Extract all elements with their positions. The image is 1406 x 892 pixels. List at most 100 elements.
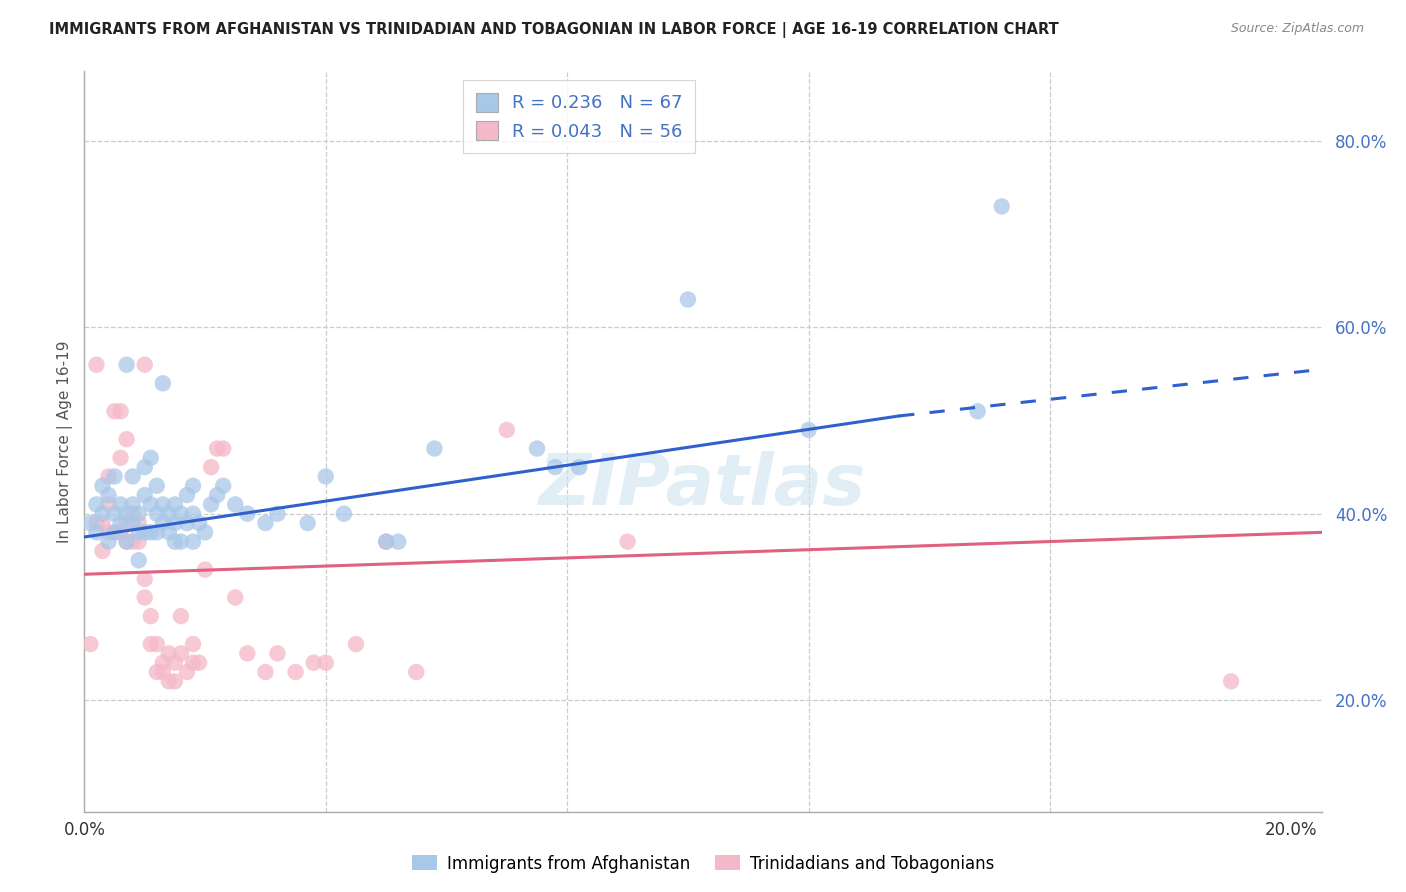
Point [110, 497, 132, 511]
Point [284, 665, 307, 679]
Point [139, 450, 162, 465]
Point [254, 665, 277, 679]
Point [146, 507, 169, 521]
Point [97, 534, 120, 549]
Point [146, 665, 169, 679]
Point [121, 516, 143, 530]
Point [157, 525, 180, 540]
Point [315, 656, 337, 670]
Point [170, 507, 193, 521]
Legend: R = 0.236   N = 67, R = 0.043   N = 56: R = 0.236 N = 67, R = 0.043 N = 56 [464, 80, 695, 153]
Point [128, 534, 150, 549]
Point [134, 591, 156, 605]
Point [115, 516, 138, 530]
Point [97, 469, 120, 483]
Point [152, 497, 174, 511]
Point [254, 516, 277, 530]
Point [200, 460, 222, 475]
Point [176, 665, 198, 679]
Point [91, 479, 114, 493]
Point [121, 469, 143, 483]
Point [200, 497, 222, 511]
Point [146, 525, 169, 540]
Point [344, 637, 367, 651]
Point [526, 442, 548, 456]
Point [170, 647, 193, 661]
Point [205, 488, 228, 502]
Point [194, 525, 217, 540]
Point [103, 404, 125, 418]
Text: ZIPatlas: ZIPatlas [540, 451, 866, 520]
Point [110, 450, 132, 465]
Point [266, 507, 288, 521]
Point [134, 460, 156, 475]
Point [181, 656, 204, 670]
Point [139, 525, 162, 540]
Point [110, 516, 132, 530]
Point [152, 516, 174, 530]
Point [236, 647, 259, 661]
Point [990, 199, 1012, 213]
Point [302, 656, 325, 670]
Point [568, 460, 591, 475]
Point [115, 432, 138, 446]
Point [152, 656, 174, 670]
Point [134, 488, 156, 502]
Text: Source: ZipAtlas.com: Source: ZipAtlas.com [1230, 22, 1364, 36]
Point [387, 534, 409, 549]
Point [676, 293, 699, 307]
Point [86, 516, 108, 530]
Point [91, 544, 114, 558]
Point [91, 516, 114, 530]
Point [128, 516, 150, 530]
Point [616, 534, 638, 549]
Point [139, 609, 162, 624]
Point [495, 423, 517, 437]
Point [115, 534, 138, 549]
Point [79, 516, 101, 530]
Point [146, 637, 169, 651]
Point [128, 507, 150, 521]
Point [375, 534, 398, 549]
Point [139, 497, 162, 511]
Point [205, 442, 228, 456]
Point [163, 656, 186, 670]
Point [176, 488, 198, 502]
Point [121, 507, 143, 521]
Point [181, 534, 204, 549]
Point [163, 674, 186, 689]
Point [103, 525, 125, 540]
Point [212, 442, 235, 456]
Point [163, 516, 186, 530]
Point [157, 674, 180, 689]
Point [188, 516, 211, 530]
Point [86, 358, 108, 372]
Point [170, 609, 193, 624]
Legend: Immigrants from Afghanistan, Trinidadians and Tobagonians: Immigrants from Afghanistan, Trinidadian… [405, 848, 1001, 880]
Point [115, 534, 138, 549]
Point [86, 525, 108, 540]
Point [423, 442, 446, 456]
Point [121, 534, 143, 549]
Point [103, 507, 125, 521]
Point [91, 507, 114, 521]
Point [1220, 674, 1243, 689]
Point [966, 404, 988, 418]
Point [266, 647, 288, 661]
Point [157, 507, 180, 521]
Point [128, 553, 150, 567]
Point [236, 507, 259, 521]
Point [181, 479, 204, 493]
Point [110, 525, 132, 540]
Point [797, 423, 820, 437]
Point [115, 507, 138, 521]
Point [134, 572, 156, 586]
Point [97, 488, 120, 502]
Point [181, 507, 204, 521]
Point [110, 404, 132, 418]
Point [405, 665, 427, 679]
Point [152, 376, 174, 391]
Point [146, 479, 169, 493]
Point [224, 497, 246, 511]
Y-axis label: In Labor Force | Age 16-19: In Labor Force | Age 16-19 [58, 340, 73, 543]
